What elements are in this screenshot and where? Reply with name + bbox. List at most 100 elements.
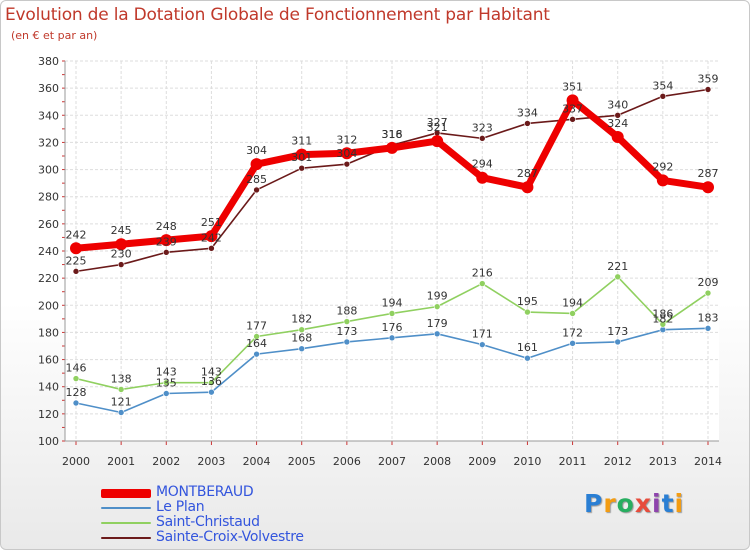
data-point-le-plan — [569, 339, 576, 347]
legend-label: Le Plan — [156, 499, 205, 515]
data-label-saint-christaud: 194 — [382, 296, 403, 309]
data-label-sainte-croix-volvestre: 327 — [427, 116, 448, 129]
data-label-le-plan: 183 — [698, 311, 719, 324]
data-label-le-plan: 182 — [652, 313, 673, 326]
y-tick-label: 280 — [38, 191, 59, 204]
data-label-montberaud: 251 — [201, 216, 222, 229]
data-point-montberaud — [115, 238, 128, 251]
data-label-saint-christaud: 195 — [517, 295, 538, 308]
data-label-le-plan: 161 — [517, 341, 538, 354]
data-point-montberaud — [566, 94, 579, 107]
data-label-montberaud: 321 — [427, 121, 448, 134]
data-point-le-plan — [524, 354, 531, 362]
data-point-saint-christaud — [478, 280, 486, 287]
legend-swatch — [101, 507, 151, 509]
data-label-le-plan: 164 — [246, 337, 267, 350]
data-label-saint-christaud: 194 — [562, 296, 583, 309]
data-point-montberaud — [476, 171, 489, 184]
data-label-sainte-croix-volvestre: 301 — [291, 151, 312, 164]
y-tick-label: 220 — [38, 272, 59, 285]
x-tick-label: 2001 — [107, 455, 135, 468]
data-point-saint-christaud — [704, 289, 712, 297]
data-point-montberaud — [521, 181, 534, 194]
data-label-saint-christaud: 146 — [66, 362, 87, 375]
data-label-le-plan: 172 — [562, 326, 583, 339]
x-tick-label: 2006 — [333, 455, 361, 468]
data-point-le-plan — [614, 338, 622, 346]
data-label-saint-christaud: 177 — [246, 320, 267, 333]
logo-letter: i — [652, 489, 662, 518]
data-point-montberaud — [340, 147, 353, 160]
y-tick-label: 240 — [38, 245, 59, 258]
data-point-saint-christaud — [208, 379, 215, 386]
series-layer — [70, 86, 714, 416]
logo-letter: r — [603, 489, 617, 518]
data-point-saint-christaud — [72, 375, 80, 382]
x-tick-label: 2007 — [378, 455, 406, 468]
x-tick-label: 2011 — [559, 455, 587, 468]
logo-letter: i — [674, 489, 685, 518]
data-label-sainte-croix-volvestre: 354 — [652, 79, 673, 92]
data-label-montberaud: 287 — [698, 167, 719, 180]
data-label-sainte-croix-volvestre: 230 — [111, 248, 132, 261]
label-layer: 242 245 248 251 304 311 312 316 321 294 287 351 324 2… — [66, 73, 719, 409]
x-tick-label: 2005 — [288, 455, 316, 468]
legend-label: MONTBERAUD — [156, 484, 254, 500]
logo-letter: o — [616, 489, 635, 518]
data-point-le-plan — [162, 390, 170, 397]
logo-letter: t — [661, 489, 675, 518]
data-point-sainte-croix-volvestre — [72, 268, 80, 275]
logo-letter: P — [584, 489, 604, 518]
y-tick-label: 260 — [38, 218, 59, 231]
data-label-le-plan: 171 — [472, 328, 493, 341]
data-label-sainte-croix-volvestre: 242 — [201, 231, 222, 244]
data-point-saint-christaud — [343, 318, 351, 325]
data-label-montberaud: 312 — [336, 133, 357, 146]
data-point-sainte-croix-volvestre — [524, 120, 531, 127]
data-point-montberaud — [656, 174, 669, 187]
data-point-montberaud — [386, 141, 398, 154]
data-point-sainte-croix-volvestre — [343, 160, 351, 168]
y-tick-label: 180 — [38, 326, 59, 339]
data-label-montberaud: 311 — [291, 135, 312, 148]
data-point-montberaud — [431, 135, 444, 148]
data-label-saint-christaud: 221 — [607, 260, 628, 273]
data-point-sainte-croix-volvestre — [298, 164, 306, 172]
data-point-sainte-croix-volvestre — [704, 86, 712, 93]
data-label-sainte-croix-volvestre: 323 — [472, 121, 493, 134]
data-label-sainte-croix-volvestre: 225 — [66, 254, 87, 267]
data-label-saint-christaud: 199 — [427, 290, 448, 303]
y-tick-label: 160 — [38, 354, 59, 367]
x-tick-label: 2013 — [649, 455, 677, 468]
legend-label: Saint-Christaud — [156, 514, 260, 530]
data-point-saint-christaud — [388, 310, 396, 317]
data-point-sainte-croix-volvestre — [253, 186, 260, 194]
proxiti-logo: Proxiti — [584, 489, 684, 518]
data-label-le-plan: 136 — [201, 375, 222, 388]
data-point-le-plan — [388, 334, 396, 342]
data-point-sainte-croix-volvestre — [478, 135, 486, 142]
data-label-sainte-croix-volvestre: 318 — [382, 128, 403, 141]
data-point-sainte-croix-volvestre — [569, 116, 576, 123]
x-tick-label: 2010 — [513, 455, 541, 468]
data-label-montberaud: 242 — [66, 228, 87, 241]
data-point-saint-christaud — [117, 386, 125, 393]
data-point-le-plan — [433, 330, 441, 338]
data-label-montberaud: 294 — [472, 158, 493, 171]
x-tick-label: 2008 — [423, 455, 451, 468]
data-point-saint-christaud — [614, 273, 622, 281]
data-point-le-plan — [704, 325, 712, 332]
data-label-saint-christaud: 188 — [336, 305, 357, 318]
data-label-le-plan: 121 — [111, 396, 132, 409]
logo-letter: x — [634, 489, 652, 518]
y-tick-label: 200 — [38, 299, 59, 312]
y-tick-label: 140 — [38, 381, 59, 394]
data-label-sainte-croix-volvestre: 359 — [698, 73, 719, 86]
y-tick-label: 120 — [38, 408, 59, 421]
data-label-saint-christaud: 138 — [111, 372, 132, 385]
data-point-montberaud — [205, 230, 218, 243]
data-point-montberaud — [295, 148, 308, 161]
legend-label: Sainte-Croix-Volvestre — [156, 529, 304, 545]
